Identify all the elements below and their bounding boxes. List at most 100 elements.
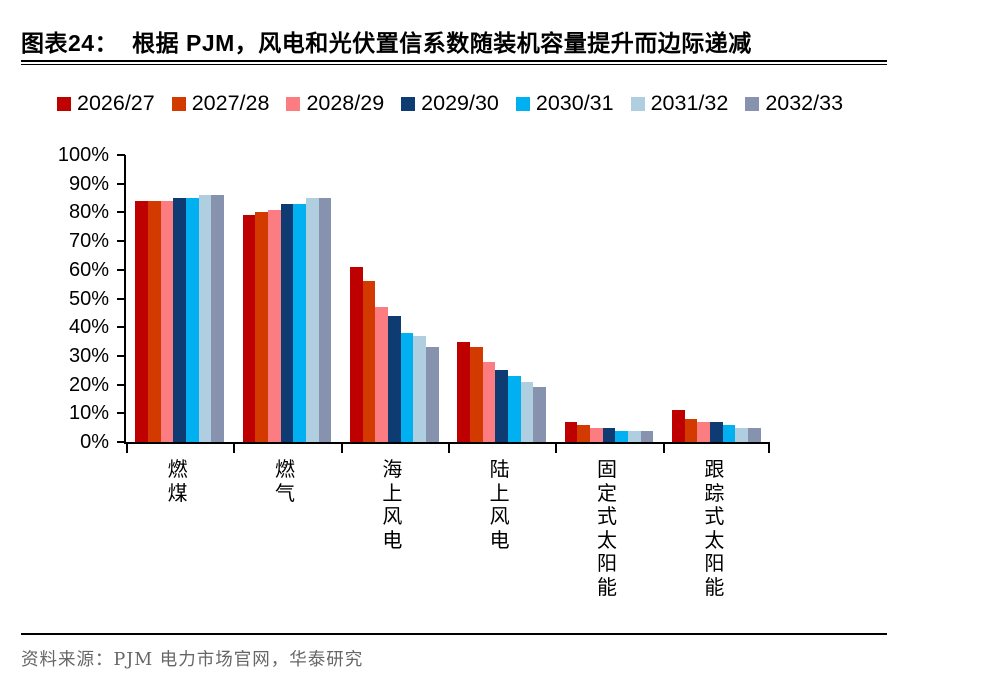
legend-swatch-icon xyxy=(515,96,530,111)
bar xyxy=(735,427,749,442)
bar xyxy=(507,376,521,442)
legend-label: 2030/31 xyxy=(535,91,614,115)
legend-label: 2026/27 xyxy=(77,91,155,115)
bar xyxy=(400,332,414,442)
bar xyxy=(242,215,256,442)
legend-item: 2026/27 xyxy=(57,91,155,115)
y-axis-tick xyxy=(117,354,125,357)
title-divider-rule xyxy=(21,60,887,65)
bar xyxy=(628,430,641,442)
bar-group xyxy=(555,155,662,442)
legend-item: 2032/33 xyxy=(745,92,843,115)
bar xyxy=(173,198,186,442)
bar-group xyxy=(448,155,555,442)
bar xyxy=(671,410,685,442)
bar xyxy=(615,430,628,442)
y-axis-tick xyxy=(117,182,125,185)
category-label: 跟踪式太阳能 xyxy=(704,457,725,599)
category-label: 燃煤 xyxy=(167,457,188,505)
legend-swatch-icon xyxy=(630,96,645,111)
legend-item: 2031/32 xyxy=(630,91,729,115)
bar xyxy=(709,421,723,442)
bar xyxy=(318,198,332,442)
plot-area: 100% 90% 80% 70% 60% 50% 40% 30% 20% 10% 0% xyxy=(58,144,770,453)
y-axis-tick-label: 40% xyxy=(68,316,109,339)
legend-label: 2029/30 xyxy=(421,91,499,115)
legend-item: 2027/28 xyxy=(171,91,270,115)
bar-group xyxy=(126,155,233,442)
legend-swatch-icon xyxy=(401,96,416,111)
bar xyxy=(577,424,590,442)
y-axis-tick-label: 100% xyxy=(57,144,109,166)
bar xyxy=(211,195,225,442)
x-axis-tick xyxy=(768,444,770,453)
legend-item: 2029/30 xyxy=(401,91,499,115)
bar xyxy=(589,427,603,442)
legend-swatch-icon xyxy=(171,96,186,111)
figure-title: 图表24： 根据 PJM，风电和光伏置信系数随装机容量提升而边际递减 xyxy=(21,24,887,58)
y-axis-tick xyxy=(117,412,125,415)
y-axis-tick-label: 70% xyxy=(68,230,109,253)
legend-label: 2031/32 xyxy=(650,91,729,115)
bar-group xyxy=(341,155,448,442)
bar xyxy=(375,307,388,442)
chart-legend: 2026/27 2027/28 2028/29 2029/30 2030/31 2031/… xyxy=(57,91,843,115)
legend-swatch-icon xyxy=(745,96,760,111)
y-axis-tick-label: 90% xyxy=(68,172,109,195)
bar xyxy=(362,281,376,442)
y-axis-tick-label: 30% xyxy=(68,344,109,367)
bar xyxy=(748,427,761,442)
figure-number-label: 图表24： xyxy=(21,30,119,56)
y-axis-tick xyxy=(117,297,125,300)
bar xyxy=(349,266,363,442)
bar xyxy=(198,195,212,442)
legend-label: 2027/28 xyxy=(191,91,270,115)
y-axis-tick xyxy=(117,326,125,329)
x-axis-tick xyxy=(448,444,450,453)
bar xyxy=(280,203,294,442)
legend-swatch-icon xyxy=(57,96,71,111)
bar xyxy=(482,361,496,442)
bar xyxy=(147,200,161,442)
bar xyxy=(722,424,736,442)
y-axis-tick xyxy=(117,154,125,156)
bar xyxy=(186,198,199,442)
bar xyxy=(267,209,281,442)
bar xyxy=(495,370,508,442)
bar xyxy=(160,200,174,442)
bar xyxy=(640,430,654,442)
bar xyxy=(387,315,401,442)
bar xyxy=(533,387,547,442)
legend-label: 2028/29 xyxy=(306,91,385,115)
bar xyxy=(602,427,616,442)
category-label: 燃气 xyxy=(275,457,295,505)
y-axis-tick-label: 50% xyxy=(68,287,109,310)
x-axis-tick xyxy=(126,444,128,453)
footer-divider-rule xyxy=(21,633,887,635)
bar xyxy=(520,381,534,442)
bar xyxy=(469,347,483,442)
bar xyxy=(697,421,710,442)
bar-series-container xyxy=(126,155,770,442)
legend-swatch-icon xyxy=(286,96,301,111)
y-axis-tick xyxy=(117,383,125,386)
figure-title-text: 根据 PJM，风电和光伏置信系数随装机容量提升而边际递减 xyxy=(132,30,752,56)
bar xyxy=(255,212,268,442)
y-axis-tick xyxy=(117,211,125,214)
source-note: 资料来源：PJM 电力市场官网，华泰研究 xyxy=(21,650,364,670)
y-axis-tick xyxy=(117,240,125,243)
x-axis-tick xyxy=(233,444,236,453)
bar xyxy=(306,198,319,442)
y-axis-tick-label: 20% xyxy=(68,373,109,396)
bar xyxy=(293,203,307,442)
bar xyxy=(413,335,427,442)
bar xyxy=(564,421,578,442)
bar-group xyxy=(233,155,340,442)
x-axis-tick xyxy=(555,444,558,453)
category-label: 陆上风电 xyxy=(489,457,510,552)
bar-group xyxy=(663,155,770,442)
bar xyxy=(135,200,148,442)
x-axis-tick xyxy=(340,444,343,453)
category-label: 固定式太阳能 xyxy=(597,457,617,599)
